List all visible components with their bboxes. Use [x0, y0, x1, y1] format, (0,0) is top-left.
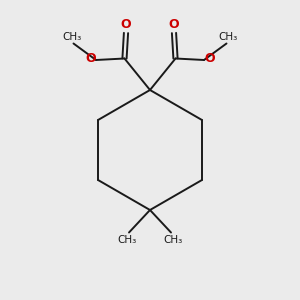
- Text: O: O: [85, 52, 96, 65]
- Text: CH₃: CH₃: [163, 235, 182, 245]
- Text: O: O: [169, 18, 179, 31]
- Text: CH₃: CH₃: [118, 235, 137, 245]
- Text: CH₃: CH₃: [218, 32, 238, 43]
- Text: O: O: [121, 18, 131, 31]
- Text: O: O: [204, 52, 215, 65]
- Text: CH₃: CH₃: [62, 32, 82, 43]
